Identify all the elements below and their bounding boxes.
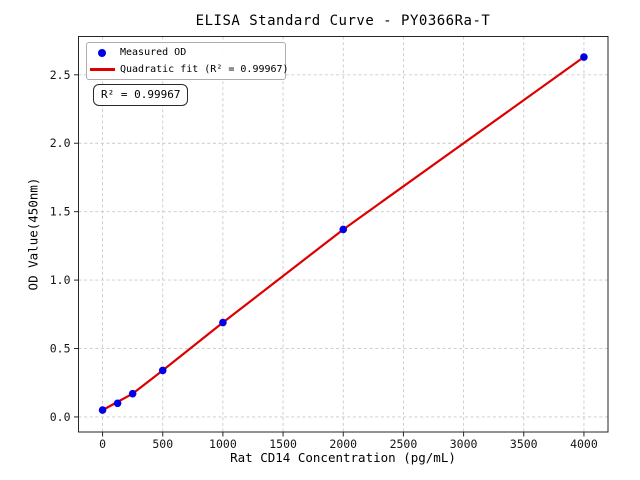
svg-text:0: 0 <box>99 437 106 451</box>
legend-item-quadratic-fit: Quadratic fit (R² = 0.99967) <box>89 61 289 77</box>
svg-text:0.5: 0.5 <box>50 342 71 356</box>
svg-text:1500: 1500 <box>269 437 297 451</box>
r-squared-annotation: R² = 0.99967 <box>93 84 189 106</box>
svg-text:1000: 1000 <box>209 437 237 451</box>
legend-label-measured-od: Measured OD <box>120 47 187 59</box>
legend-handle <box>89 68 115 71</box>
svg-text:2.5: 2.5 <box>50 68 71 82</box>
legend-item-measured-od: Measured OD <box>89 45 281 61</box>
svg-text:0.0: 0.0 <box>50 410 71 424</box>
legend-label-quadratic-fit: Quadratic fit (R² = 0.99967) <box>120 63 289 75</box>
legend-line-marker-icon <box>89 68 115 71</box>
svg-text:3500: 3500 <box>510 437 538 451</box>
legend: Measured OD Quadratic fit (R² = 0.99967) <box>86 42 289 80</box>
svg-text:1.5: 1.5 <box>50 205 71 219</box>
svg-text:3000: 3000 <box>450 437 478 451</box>
svg-text:2000: 2000 <box>329 437 357 451</box>
svg-text:500: 500 <box>152 437 173 451</box>
svg-text:2.0: 2.0 <box>50 136 71 150</box>
chart-title: ELISA Standard Curve - PY0366Ra-T <box>195 13 491 29</box>
y-axis-label: OD Value(450nm) <box>25 177 41 291</box>
legend-handle <box>89 48 115 57</box>
svg-text:2500: 2500 <box>390 437 418 451</box>
legend-dot-marker-icon <box>98 48 106 57</box>
svg-text:4000: 4000 <box>570 437 598 451</box>
svg-text:1.0: 1.0 <box>50 273 71 287</box>
x-axis-label: Rat CD14 Concentration (pg/mL) <box>230 450 456 465</box>
